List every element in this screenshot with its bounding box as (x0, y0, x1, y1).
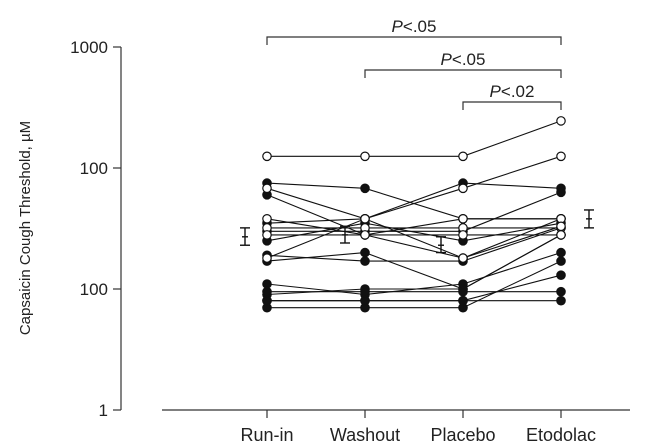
filled-data-point (262, 295, 272, 306)
significance-bracket (462, 101, 562, 110)
open-data-point (360, 214, 370, 224)
filled-data-point (556, 270, 566, 280)
open-data-point (556, 221, 566, 232)
filled-data-point (360, 286, 370, 297)
filled-data-point (556, 247, 566, 258)
filled-data-point (360, 247, 370, 258)
open-data-point (262, 214, 272, 224)
filled-data-point (556, 187, 566, 198)
subject-line (266, 194, 562, 259)
filled-data-point (360, 295, 370, 306)
subject-line (267, 191, 562, 232)
open-data-point (556, 151, 566, 162)
open-data-point (458, 183, 468, 194)
y-tick-label: 100 (80, 159, 108, 178)
filled-data-point (360, 183, 370, 194)
subject-line (266, 234, 562, 296)
subject-line (267, 274, 562, 302)
x-tick-label: Placebo (430, 425, 495, 445)
filled-data-point (556, 295, 566, 306)
y-tick-label: 100 (80, 280, 108, 299)
significance-bracket (266, 36, 562, 45)
x-tick-label: Etodolac (526, 425, 596, 445)
filled-data-point (360, 256, 370, 266)
significance-label: P<.02 (490, 82, 535, 101)
open-data-point (556, 116, 566, 126)
x-tick-label: Washout (330, 425, 400, 445)
open-data-point (360, 230, 370, 240)
subject-line (266, 222, 562, 242)
filled-data-point (556, 286, 566, 297)
significance-bracket (364, 69, 562, 78)
subject-line (266, 227, 562, 262)
open-data-point (556, 230, 566, 240)
subject-line (266, 182, 562, 224)
filled-data-point (262, 286, 272, 297)
filled-data-point (556, 256, 566, 266)
open-data-point (262, 183, 272, 194)
y-tick-label: 1 (99, 401, 108, 420)
open-data-point (458, 253, 468, 263)
significance-label: P<.05 (392, 17, 437, 36)
open-data-point (458, 214, 468, 224)
subject-line (266, 182, 561, 220)
filled-data-point (458, 295, 468, 306)
open-data-point (262, 151, 272, 162)
open-data-point (262, 230, 272, 240)
open-data-point (360, 151, 370, 162)
y-axis-title: Capsaicin Cough Threshold, µM (17, 121, 34, 335)
open-data-point (262, 253, 272, 263)
y-tick-label: 1000 (70, 38, 108, 57)
significance-label: P<.05 (441, 50, 486, 69)
filled-data-point (458, 286, 468, 297)
x-tick-label: Run-in (240, 425, 293, 445)
subject-line (266, 218, 562, 259)
subject-line (267, 120, 562, 157)
open-data-point (458, 151, 468, 162)
subject-line (267, 260, 562, 309)
open-data-point (458, 230, 468, 240)
